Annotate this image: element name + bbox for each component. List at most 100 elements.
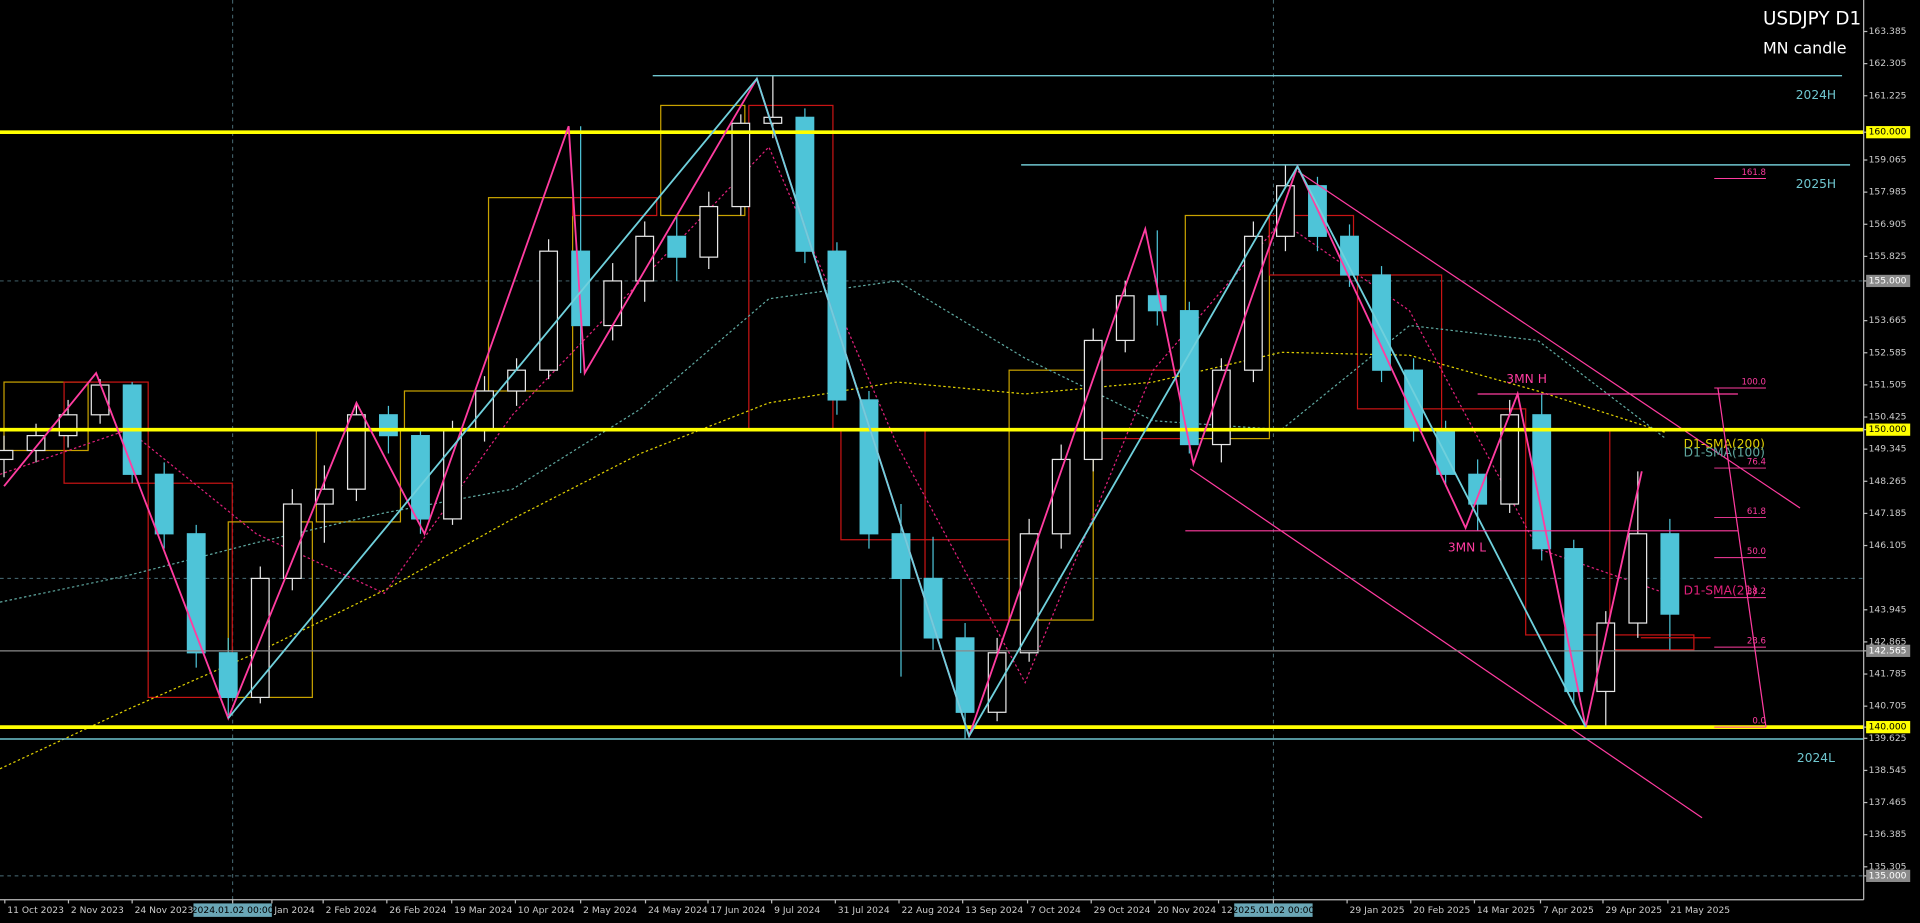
y-tick-label: 140.000 (1869, 722, 1907, 733)
y-tick-label: 150.425 (1869, 412, 1907, 423)
candle-body (891, 533, 911, 580)
candle-body (26, 435, 46, 452)
x-tick-label: 26 Feb 2024 (389, 905, 446, 916)
x-tick-label: 14 Mar 2025 (1477, 905, 1535, 916)
candle-body (1372, 274, 1391, 371)
y-tick-label: 138.545 (1869, 765, 1907, 776)
mark-label: 3MN H (1506, 372, 1547, 386)
monthly-candle (572, 197, 658, 217)
x-tick-label: 2 Nov 2023 (71, 905, 124, 916)
y-tick-label: 150.000 (1869, 424, 1907, 435)
x-tick-label: 22 Aug 2024 (901, 905, 960, 916)
candle-body (1276, 185, 1295, 237)
chart-subtitle: MN candle (1763, 38, 1847, 57)
y-tick-label: 161.225 (1869, 90, 1907, 101)
y-tick-label: 156.905 (1869, 219, 1907, 230)
range-label: 2024L (1797, 751, 1835, 765)
candle-body (955, 637, 975, 713)
candle-body (1628, 533, 1648, 624)
y-tick-label: 155.000 (1869, 275, 1907, 286)
x-tick-label: 29 Oct 2024 (1094, 905, 1151, 916)
y-tick-label: 142.565 (1869, 645, 1907, 656)
sma-label: D1-SMA(21) (1684, 584, 1757, 598)
candle-body (58, 414, 78, 437)
y-tick-label: 149.345 (1869, 444, 1907, 455)
y-tick-label: 152.585 (1869, 347, 1907, 358)
candle-body (859, 399, 879, 535)
price-axis-bg (1863, 0, 1920, 923)
y-tick-label: 140.705 (1869, 701, 1907, 712)
mark-label: 3MN L (1448, 540, 1486, 554)
y-tick-label: 147.185 (1869, 508, 1907, 519)
candle-body (1532, 414, 1552, 550)
y-tick-label: 162.305 (1869, 58, 1907, 69)
sma-label: D1-SMA(200) (1684, 437, 1765, 451)
x-tick-label: 12 (1221, 905, 1233, 916)
candle-body (987, 652, 1007, 713)
monthly-candle (1356, 274, 1443, 410)
candle-body (571, 250, 591, 327)
y-tick-highlight (1866, 644, 1911, 657)
x-tick-label: 9 Jul 2024 (774, 905, 820, 916)
y-tick-label: 155.825 (1869, 251, 1907, 262)
candle-body (667, 235, 687, 258)
sma-line (0, 145, 1666, 685)
sma-line (0, 280, 1667, 603)
y-tick-label: 142.865 (1869, 636, 1907, 647)
candle-body (282, 503, 302, 580)
y-tick-label: 157.985 (1869, 187, 1907, 198)
candle-body (0, 449, 14, 461)
candle-body (795, 116, 815, 252)
y-tick-label: 163.385 (1869, 26, 1907, 37)
y-tick-highlight (1866, 721, 1911, 734)
fib-label: 0.0 (1752, 717, 1766, 727)
x-tick-label: 29 Jan 2025 (1350, 905, 1405, 916)
candle-body (1340, 235, 1359, 276)
candle-body (1660, 533, 1680, 615)
channel-line (1297, 170, 1801, 509)
candle-body (379, 414, 398, 437)
y-tick-highlight (1866, 126, 1911, 139)
candle-body (475, 390, 494, 431)
x-tick-label: Jan 2024 (273, 905, 315, 916)
channel-line (1189, 468, 1703, 819)
y-tick-label: 139.625 (1869, 733, 1907, 744)
candle-body (923, 577, 943, 639)
candle-body (731, 122, 751, 208)
x-tick-label: 20 Feb 2025 (1413, 905, 1470, 916)
range-label: 2024H (1796, 88, 1836, 102)
x-tick-label: 13 Sep 2024 (965, 905, 1023, 916)
x-tick-label: 7 Oct 2024 (1030, 905, 1081, 916)
fib-label: 50.0 (1747, 547, 1766, 557)
y-tick-label: 135.000 (1869, 870, 1907, 881)
x-tick-label: 24 May 2024 (648, 905, 708, 916)
candle-body (1564, 548, 1584, 693)
candle-body (603, 280, 623, 327)
x-tick-label: 19 Mar 2024 (454, 905, 512, 916)
y-tick-label: 153.665 (1869, 315, 1907, 326)
x-tick-label: 31 Jul 2024 (838, 905, 890, 916)
candle-body (507, 369, 526, 392)
x-tick-label: 21 May 2025 (1670, 905, 1730, 916)
y-tick-label: 151.505 (1869, 379, 1907, 390)
candle-body (539, 250, 559, 371)
y-tick-highlight (1866, 423, 1911, 436)
candle-body (218, 652, 238, 699)
candle-body (635, 235, 655, 282)
x-tick-label: 2025.01.02 00:00 (1232, 905, 1314, 916)
candle-body (699, 205, 719, 258)
y-tick-label: 146.105 (1869, 540, 1907, 551)
fib-label: 38.2 (1747, 587, 1766, 597)
x-tick-label: 24 Nov 2023 (135, 905, 194, 916)
candle-body (1468, 473, 1488, 505)
y-tick-label: 143.945 (1869, 604, 1907, 615)
y-tick-label: 160.000 (1869, 127, 1907, 138)
x-tick-label: 2 May 2024 (583, 905, 637, 916)
y-tick-highlight (1866, 274, 1911, 288)
y-tick-label: 148.265 (1869, 476, 1907, 487)
x-tick-label: 10 Apr 2024 (518, 905, 575, 916)
